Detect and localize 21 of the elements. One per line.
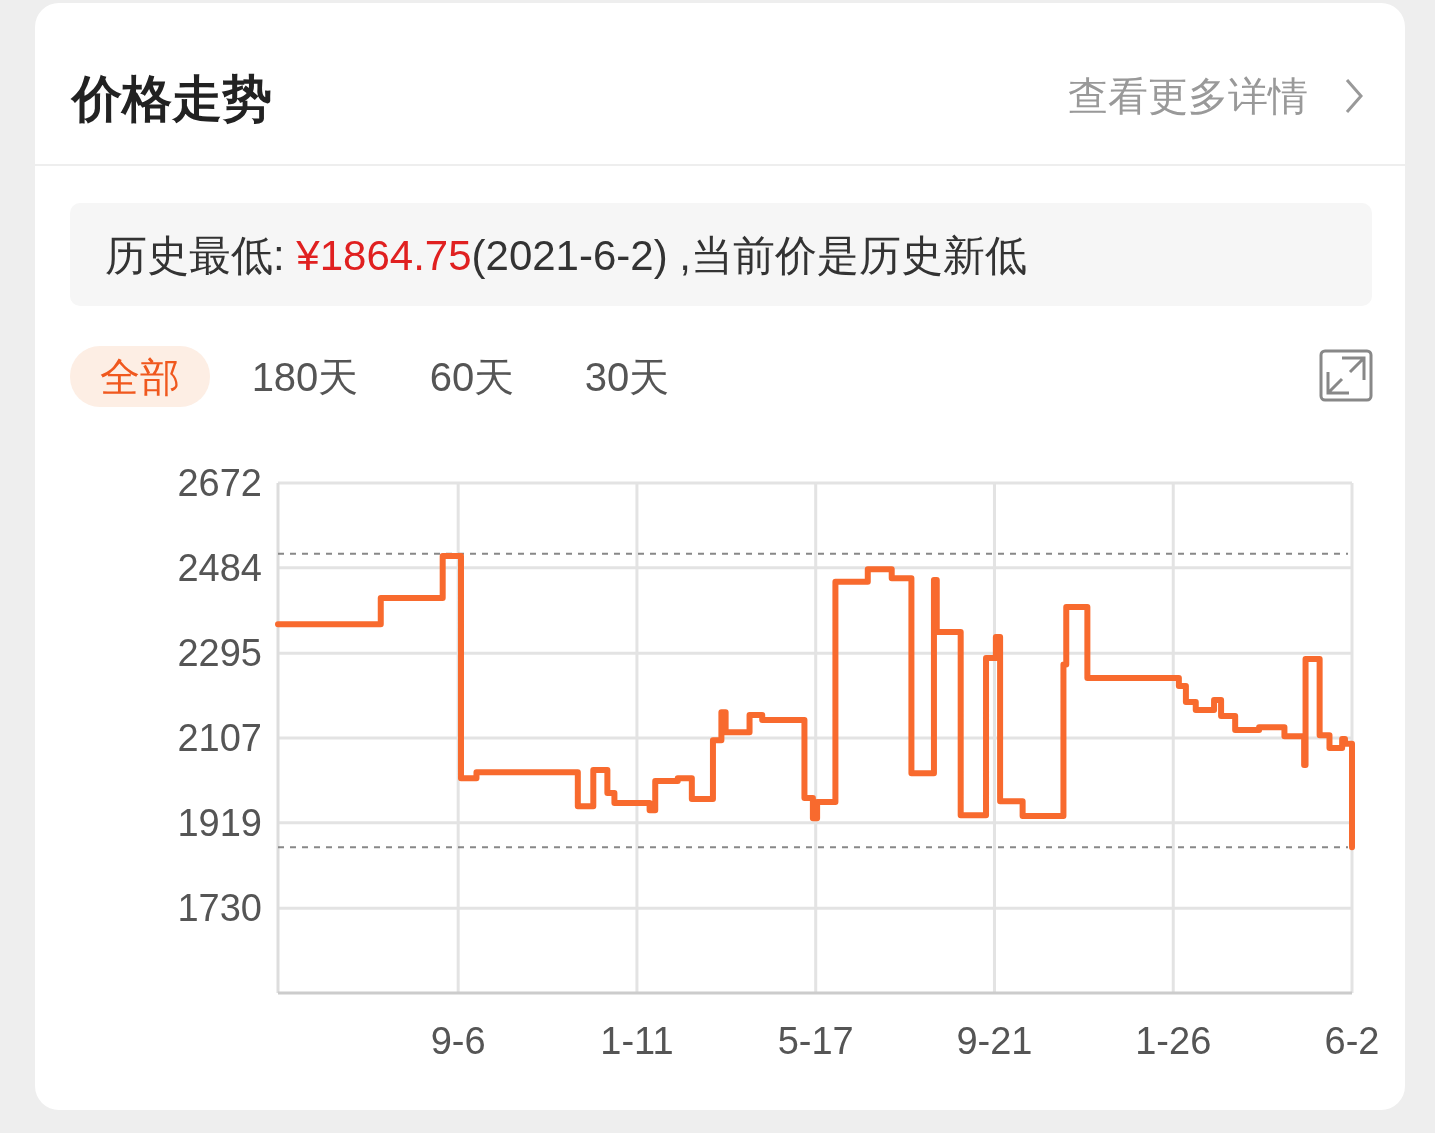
x-tick-label: 5-17	[777, 1020, 854, 1062]
text: 历史最低:	[105, 232, 297, 279]
text: 查看更多详情	[1068, 74, 1308, 118]
text: 30天	[584, 355, 670, 399]
y-tick-label: 2107	[177, 717, 262, 759]
x-tick-label: 1-11	[600, 1020, 674, 1062]
x-tick-label: 1-26	[1135, 1020, 1212, 1062]
x-tick-label: 9-21	[956, 1020, 1033, 1062]
y-tick-label: 2295	[177, 632, 262, 675]
text: 180天	[251, 355, 359, 399]
text: 60天	[429, 355, 515, 399]
y-tick-label: 1919	[177, 801, 262, 844]
text: (2021-6-2) ,当前价是历史新低	[471, 232, 1027, 279]
text: ¥1864.75	[295, 232, 472, 279]
chart-title: 价格走势	[70, 71, 272, 127]
x-tick-label: 6-2	[1324, 1020, 1380, 1062]
text: 全部	[100, 355, 180, 399]
x-tick-label: 9-6	[430, 1020, 486, 1062]
y-tick-label: 2484	[177, 546, 262, 589]
y-tick-label: 1730	[177, 887, 262, 930]
y-tick-label: 2672	[177, 462, 262, 504]
